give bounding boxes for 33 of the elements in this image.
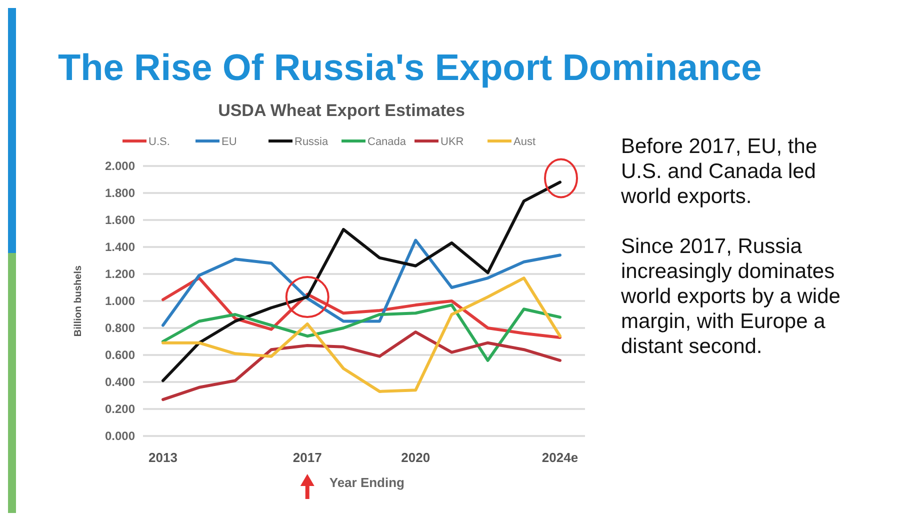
y-tick-label: 2.000 bbox=[104, 159, 136, 173]
y-axis-title: Billion bushels bbox=[73, 265, 84, 337]
x-axis-title: Year Ending bbox=[329, 475, 405, 490]
legend-label: UKR bbox=[440, 136, 464, 148]
y-tick-label: 0.800 bbox=[104, 321, 136, 335]
legend-label: EU bbox=[222, 136, 237, 148]
x-tick-label: 2013 bbox=[148, 450, 178, 465]
legend-label: Canada bbox=[368, 136, 407, 148]
y-tick-label: 1.600 bbox=[104, 213, 136, 227]
legend-label: U.S. bbox=[148, 136, 170, 148]
y-tick-label: 1.800 bbox=[104, 186, 136, 200]
legend-label: Russia bbox=[294, 136, 330, 148]
line-series bbox=[162, 238, 562, 327]
y-tick-label: 1.200 bbox=[104, 267, 136, 281]
text: Since 2017, Russia increasingly dominates world exports by a wide margin, with Europe a distant second. bbox=[620, 235, 840, 358]
line-series bbox=[162, 304, 562, 362]
legend-label: Aust bbox=[514, 136, 536, 148]
x-tick-label: 2017 bbox=[292, 450, 322, 465]
y-tick-label: 0.400 bbox=[104, 375, 136, 389]
y-tick-label: 0.200 bbox=[104, 402, 136, 416]
x-tick-label: 2024e bbox=[542, 450, 578, 465]
y-tick-label: 1.400 bbox=[104, 240, 136, 254]
chart-title: The Rise Of Russia's Export Dominance bbox=[58, 47, 762, 88]
y-tick-label: 0.600 bbox=[104, 348, 136, 362]
chart-subtitle: USDA Wheat Export Estimates bbox=[218, 101, 465, 120]
y-tick-label: 0.000 bbox=[104, 429, 136, 443]
line-series bbox=[162, 276, 562, 393]
x-tick-label: 2020 bbox=[401, 450, 430, 465]
line-series bbox=[162, 330, 562, 402]
text: Before 2017, EU, the U.S. and Canada led world exports. bbox=[620, 135, 818, 208]
line-series bbox=[162, 276, 562, 339]
line-series bbox=[162, 180, 562, 382]
y-tick-label: 1.000 bbox=[104, 294, 136, 308]
